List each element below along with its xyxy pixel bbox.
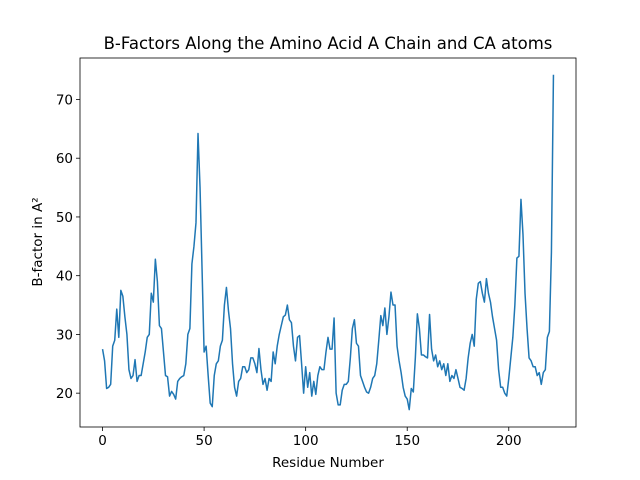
y-tick-label: 60 xyxy=(56,151,73,167)
data-line xyxy=(101,74,555,411)
chart-title: B-Factors Along the Amino Acid A Chain a… xyxy=(104,34,553,53)
x-tick-label: 50 xyxy=(196,433,213,449)
x-tick-label: 150 xyxy=(394,433,420,449)
y-tick-label: 20 xyxy=(56,386,73,402)
x-tick-label: 200 xyxy=(496,433,522,449)
y-tick-label: 30 xyxy=(56,327,73,343)
x-axis-label: Residue Number xyxy=(272,455,384,471)
y-tick-label: 50 xyxy=(56,210,73,226)
axes-frame xyxy=(79,57,577,428)
x-tick-label: 0 xyxy=(98,433,107,449)
y-tick-label: 70 xyxy=(56,92,73,108)
y-tick-label: 40 xyxy=(56,269,73,285)
y-axis-label: B-factor in A² xyxy=(30,197,46,286)
x-tick-label: 100 xyxy=(293,433,319,449)
